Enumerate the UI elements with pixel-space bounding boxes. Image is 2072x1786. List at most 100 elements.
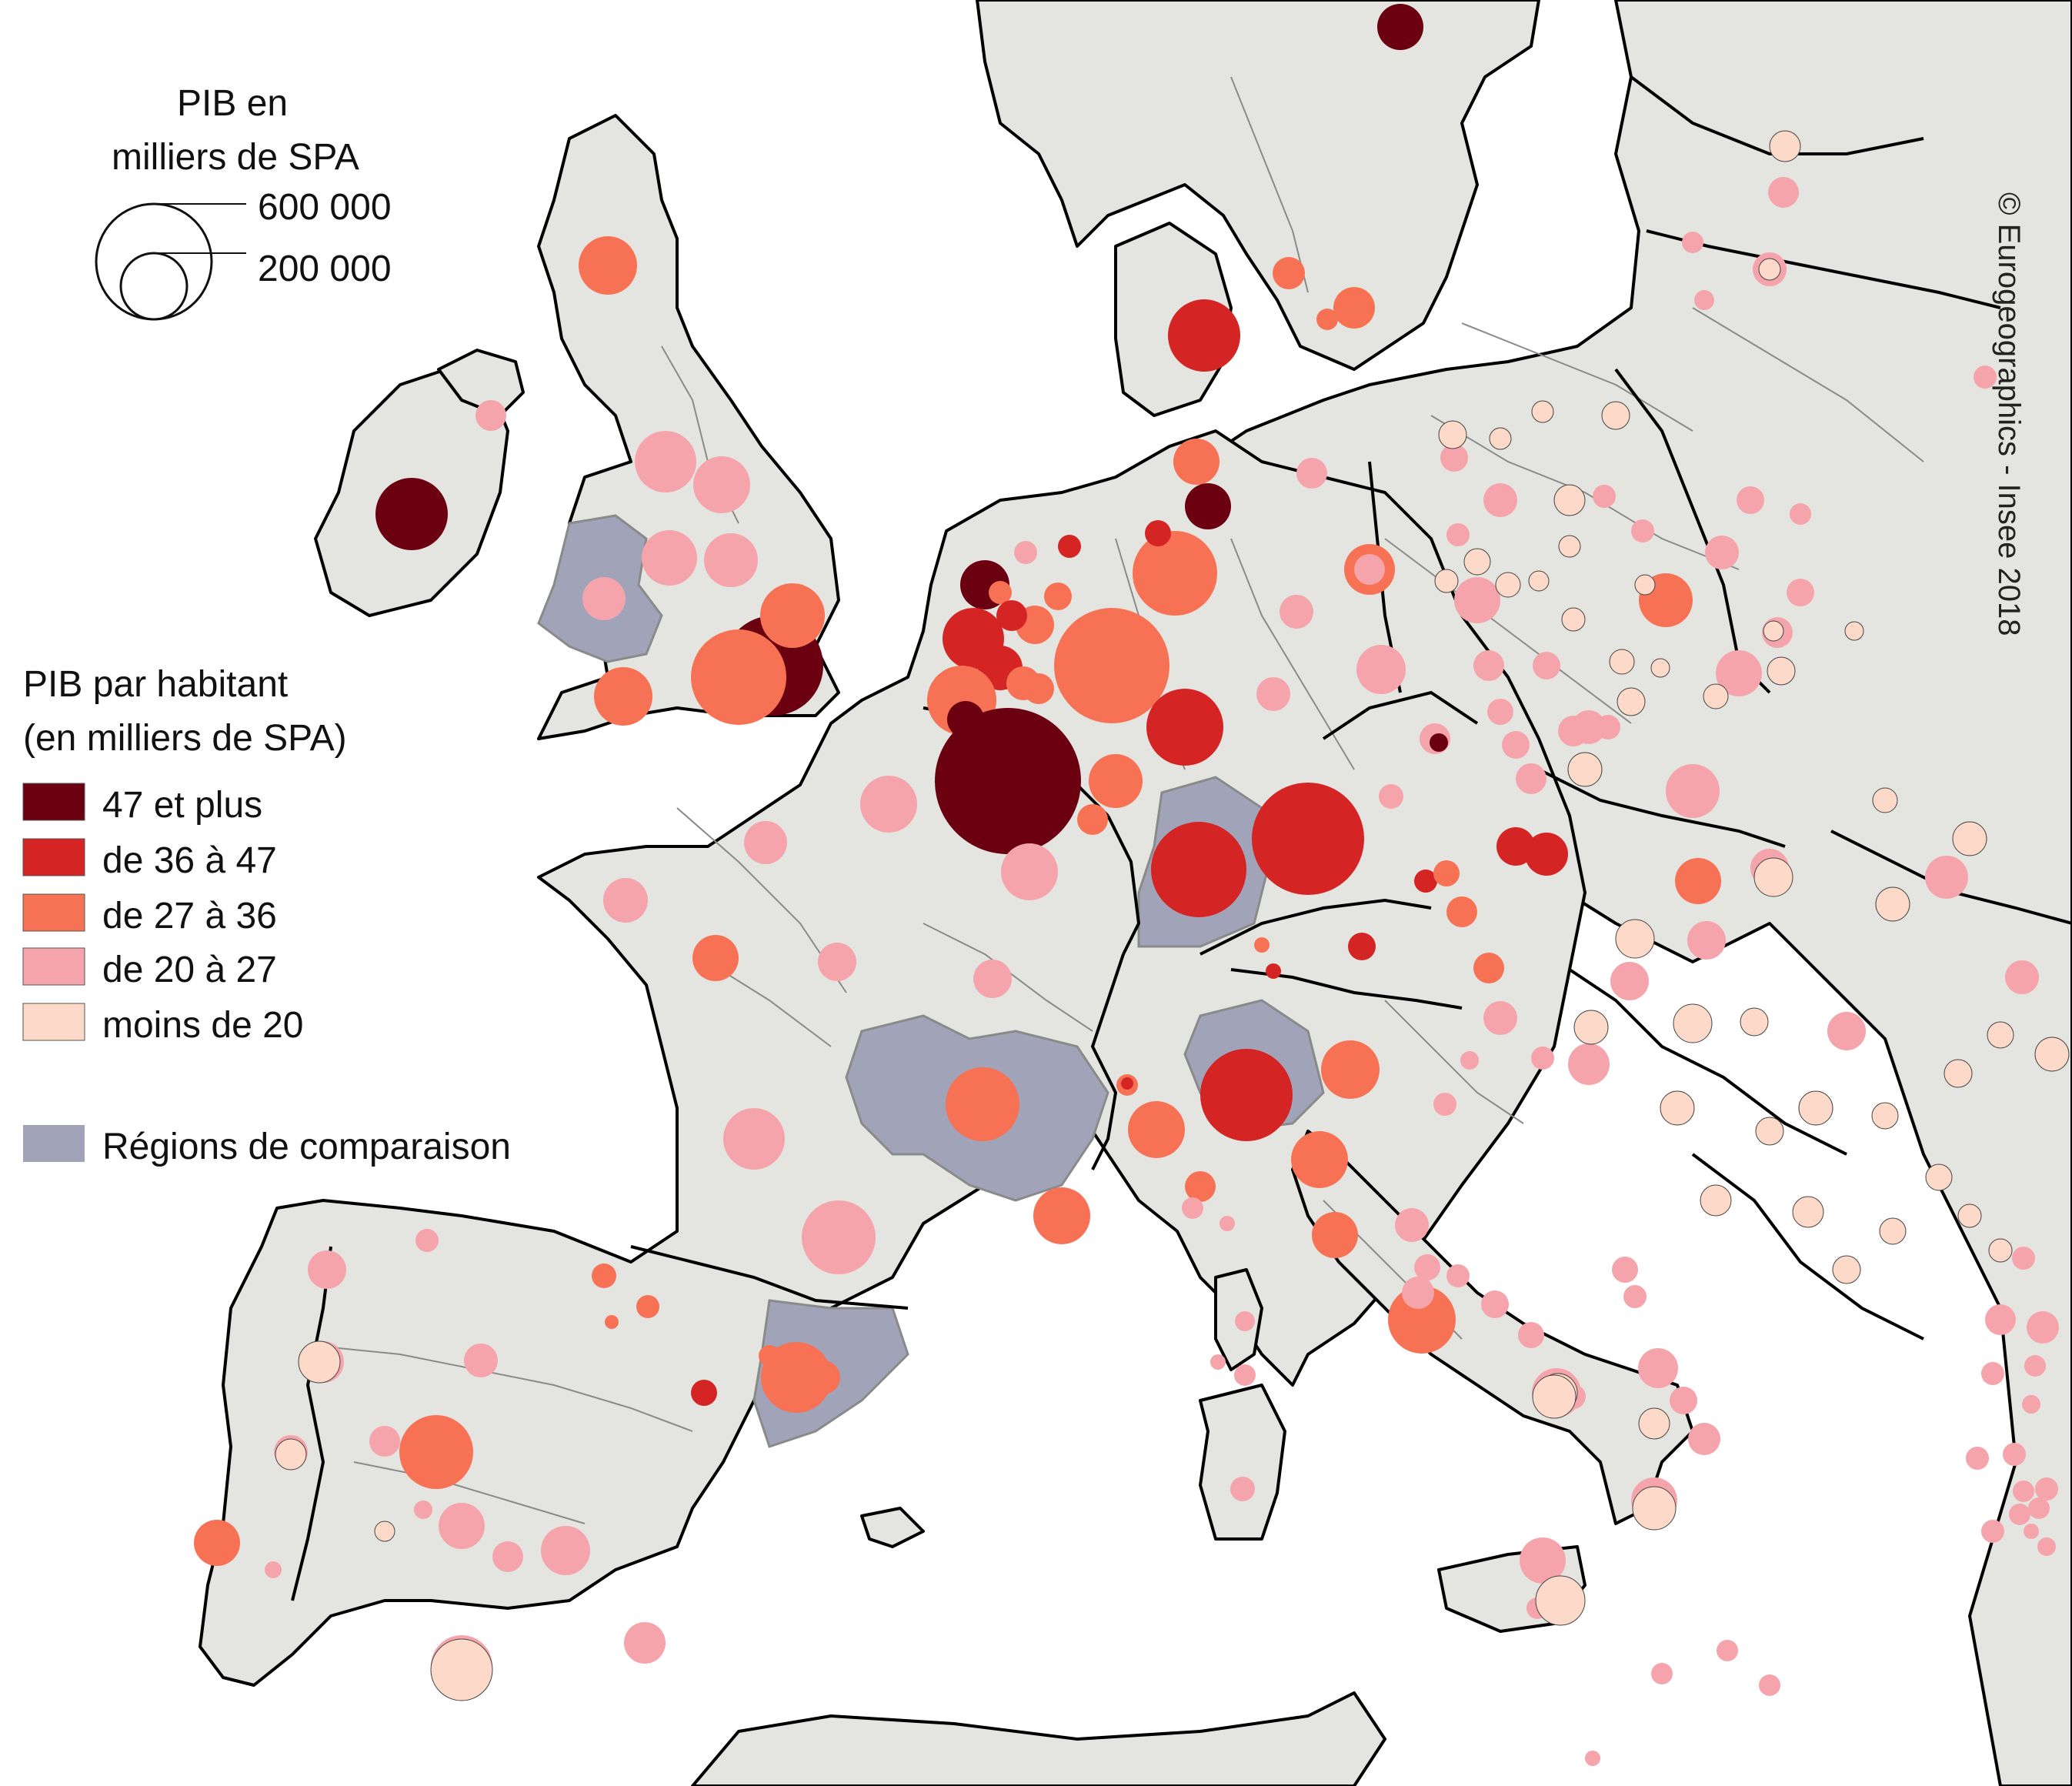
gdp-circles xyxy=(194,4,2070,1766)
country-border-finland xyxy=(1630,75,1924,155)
gdp-circle-178 xyxy=(1682,232,1703,253)
gdp-circle-60 xyxy=(1001,843,1058,900)
gdp-circle-225 xyxy=(1438,420,1467,449)
gdp-circle-196 xyxy=(1875,886,1910,922)
region-border xyxy=(923,923,1093,1032)
gdp-circle-195 xyxy=(1952,821,1987,856)
gdp-circle-56 xyxy=(1252,783,1364,895)
gdp-circle-76 xyxy=(1481,1290,1509,1318)
size-legend-title-line1: PIB en xyxy=(177,83,288,124)
land-north-africa xyxy=(691,1691,1386,1786)
gdp-circle-153 xyxy=(1790,503,1811,525)
color-legend-title-line2: (en milliers de SPA) xyxy=(23,718,347,759)
gdp-circle-58 xyxy=(860,776,917,833)
gdp-circle-136 xyxy=(1687,921,1726,960)
gdp-circle-215 xyxy=(1638,1407,1670,1440)
gdp-circle-188 xyxy=(1567,752,1603,787)
gdp-circle-70 xyxy=(1128,1101,1185,1158)
gdp-circle-23 xyxy=(1014,541,1037,564)
gdp-circle-185 xyxy=(1561,607,1586,632)
gdp-circle-19 xyxy=(1185,483,1231,529)
gdp-circle-119 xyxy=(1220,1216,1235,1231)
gdp-circle-169 xyxy=(1981,1520,2004,1543)
color-legend: PIB par habitant (en milliers de SPA) 47… xyxy=(22,664,511,1167)
gdp-circle-157 xyxy=(2024,1355,2046,1377)
gdp-circle-162 xyxy=(2003,1443,2026,1466)
gdp-circle-189 xyxy=(1650,658,1670,678)
gdp-circle-21 xyxy=(1145,520,1171,546)
gdp-circle-224 xyxy=(1769,130,1801,162)
gdp-circle-198 xyxy=(1573,1010,1609,1045)
country-border-france-germany xyxy=(1106,815,1141,955)
gdp-circle-181 xyxy=(1483,483,1517,517)
gdp-circle-112 xyxy=(1446,1264,1470,1287)
gdp-circle-59 xyxy=(744,821,787,864)
gdp-circle-236 xyxy=(1763,620,1784,642)
gdp-circle-18 xyxy=(1173,439,1220,485)
gdp-circle-176 xyxy=(1758,258,1781,281)
region-border xyxy=(353,1461,586,1524)
legend-label-class-1: 47 et plus xyxy=(102,785,262,826)
legend-label-class-5: moins de 20 xyxy=(102,1005,304,1046)
legend-swatch-class-2 xyxy=(22,838,85,876)
gdp-circle-160 xyxy=(1966,1447,1989,1470)
gdp-circle-25 xyxy=(989,581,1012,604)
gdp-circle-137 xyxy=(1675,858,1721,904)
gdp-circle-32 xyxy=(1023,673,1054,704)
region-borders xyxy=(322,76,1924,1524)
gdp-circle-179 xyxy=(1694,290,1714,310)
gdp-circle-111 xyxy=(1402,1277,1434,1309)
gdp-circle-227 xyxy=(1601,401,1630,430)
gdp-circle-98 xyxy=(369,1426,400,1457)
gdp-circle-154 xyxy=(1433,860,1460,886)
gdp-circle-84 xyxy=(1121,1077,1133,1090)
gdp-circle-117 xyxy=(1688,1423,1720,1455)
gdp-circle-51 xyxy=(1502,731,1530,759)
gdp-circle-134 xyxy=(1568,1043,1610,1085)
gdp-circle-82 xyxy=(1033,1187,1090,1244)
gdp-circle-77 xyxy=(1518,1322,1544,1348)
gdp-circle-203 xyxy=(1944,1059,1973,1088)
gdp-circle-204 xyxy=(1987,1021,2014,1049)
gdp-circle-142 xyxy=(1666,764,1720,818)
gdp-circle-184 xyxy=(1473,650,1504,681)
region-border xyxy=(1692,307,1924,462)
gdp-circle-1 xyxy=(375,478,448,550)
gdp-circle-221 xyxy=(298,1340,341,1384)
gdp-circle-125 xyxy=(1525,833,1568,876)
gdp-circle-233 xyxy=(1434,569,1459,593)
gdp-circle-186 xyxy=(1609,649,1635,675)
country-border-france-spain xyxy=(630,1245,909,1310)
gdp-circle-95 xyxy=(399,1415,473,1489)
gdp-circle-39 xyxy=(1089,754,1143,808)
gdp-circle-92 xyxy=(636,1295,659,1318)
gdp-circle-155 xyxy=(2027,1311,2059,1344)
gdp-circle-200 xyxy=(1740,1007,1769,1037)
gdp-circle-62 xyxy=(692,935,739,981)
gdp-circle-64 xyxy=(973,960,1012,998)
region-border xyxy=(1430,415,1740,570)
gdp-circle-232 xyxy=(1463,548,1491,576)
land-balearic xyxy=(860,1507,925,1548)
legend-swatch-class-4 xyxy=(22,947,85,986)
gdp-circle-10 xyxy=(693,456,750,513)
gdp-circle-73 xyxy=(1388,1286,1456,1354)
gdp-circle-217 xyxy=(1632,1486,1677,1531)
gdp-circle-190 xyxy=(1703,683,1729,709)
gdp-circle-93 xyxy=(605,1315,619,1329)
gdp-circle-146 xyxy=(1787,579,1814,606)
gdp-circle-97 xyxy=(414,1501,432,1519)
legend-label-class-4: de 20 à 27 xyxy=(102,950,277,990)
gdp-circle-15 xyxy=(691,629,786,725)
region-border xyxy=(1384,538,1632,724)
gdp-circle-3 xyxy=(1168,299,1240,372)
gdp-circle-43 xyxy=(1354,554,1385,585)
size-legend: PIB en milliers de SPA 600 000 200 000 xyxy=(95,83,392,321)
gdp-circle-183 xyxy=(1454,577,1500,623)
gdp-circle-41 xyxy=(1296,458,1327,489)
country-border-slovakia-hungary xyxy=(1538,768,1786,848)
size-legend-title-line2: milliers de SPA xyxy=(112,137,359,178)
gdp-circle-234 xyxy=(1495,572,1521,598)
gdp-circle-210 xyxy=(1660,1090,1695,1126)
gdp-circle-218 xyxy=(1532,1374,1577,1419)
